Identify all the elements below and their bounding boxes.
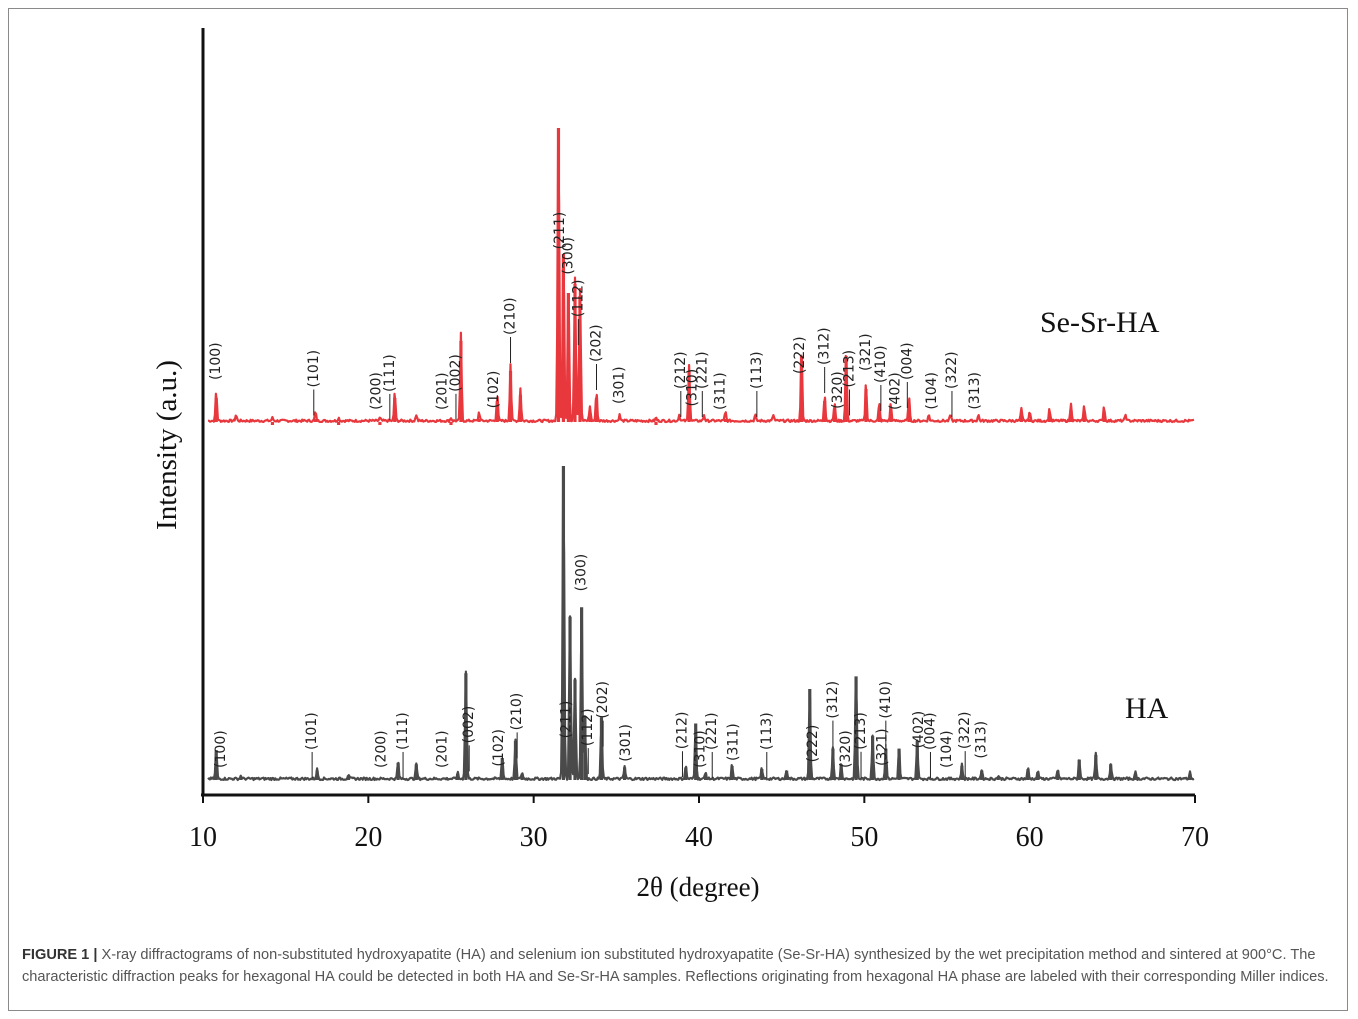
figure-frame <box>8 8 1348 1011</box>
se-sr-ha-miller-label: (312) <box>817 327 833 365</box>
ha-miller-label: (320) <box>838 730 854 768</box>
curves-layer <box>207 128 1195 782</box>
ha-miller-label: (301) <box>618 724 634 762</box>
x-tick-label: 20 <box>354 822 382 853</box>
se-sr-ha-miller-label: (112) <box>570 279 586 317</box>
se-sr-ha-miller-label: (222) <box>792 336 808 374</box>
se-sr-ha-miller-label: (111) <box>382 354 398 392</box>
se-sr-ha-miller-label: (221) <box>694 351 710 389</box>
se-sr-ha-miller-label: (100) <box>208 342 224 380</box>
se-sr-ha-miller-label: (410) <box>873 345 889 383</box>
ha-miller-label: (002) <box>461 706 477 744</box>
ha-miller-label: (100) <box>213 730 229 768</box>
xrd-chart: (100) (101)(200)(111) (201)(002) (102)(210)… <box>151 28 1209 902</box>
axes-layer <box>201 28 1195 797</box>
ha-miller-label: (202) <box>595 681 611 719</box>
se-sr-ha-miller-label: (321) <box>858 333 874 371</box>
ha-miller-label: (311) <box>726 723 742 761</box>
ha-miller-label: (201) <box>435 730 451 768</box>
leader-lines-layer <box>311 319 966 778</box>
ha-miller-label: (004) <box>922 712 938 750</box>
se-sr-ha-miller-label: (101) <box>306 350 322 388</box>
ha-miller-label: (212) <box>674 712 690 750</box>
caption-text: X-ray diffractograms of non-substituted … <box>22 947 1329 985</box>
ha-miller-label: (313) <box>974 721 990 759</box>
ha-miller-label: (111) <box>395 712 411 750</box>
miller-labels-layer: (100) (101)(200)(111) (201)(002) (102)(210)… <box>208 212 989 768</box>
ha-miller-label: (200) <box>374 730 390 768</box>
x-ticks-layer: 10 20 30 40 50 60 70 <box>189 795 1209 853</box>
x-tick-label: 10 <box>189 822 217 853</box>
se-sr-ha-miller-label: (210) <box>503 297 519 335</box>
caption-label: FIGURE 1 | <box>22 947 98 963</box>
se-sr-ha-miller-label: (300) <box>560 237 576 275</box>
se-sr-ha-miller-label: (212) <box>673 351 689 389</box>
ha-miller-label: (101) <box>304 712 320 750</box>
x-tick-label: 40 <box>685 822 713 853</box>
se-sr-ha-miller-label: (310) <box>684 369 700 407</box>
ha-miller-label: (112) <box>580 708 596 746</box>
se-sr-ha-miller-label: (104) <box>924 372 940 410</box>
se-sr-ha-miller-label: (200) <box>369 372 385 410</box>
se-sr-ha-miller-label: (004) <box>899 342 915 380</box>
series-label-se-sr-ha: Se-Sr-HA <box>1040 306 1160 339</box>
se-sr-ha-miller-label: (213) <box>841 350 857 388</box>
ha-miller-label: (210) <box>509 693 525 731</box>
ha-miller-label: (321) <box>875 728 891 766</box>
ha-trace <box>207 488 1195 782</box>
se-sr-ha-miller-label: (002) <box>448 354 464 392</box>
se-sr-ha-miller-label: (301) <box>612 366 628 404</box>
ha-miller-label: (322) <box>957 711 973 749</box>
se-sr-ha-miller-label: (402) <box>888 372 904 410</box>
se-sr-ha-miller-label: (102) <box>486 371 502 409</box>
se-sr-ha-miller-label: (320) <box>830 371 846 409</box>
ha-miller-label: (402) <box>911 711 927 749</box>
ha-miller-label: (221) <box>704 712 720 750</box>
ha-miller-label: (211) <box>559 701 575 739</box>
se-sr-ha-miller-label: (211) <box>552 212 568 250</box>
ha-miller-label: (104) <box>939 730 955 768</box>
x-tick-label: 70 <box>1181 822 1209 853</box>
ha-miller-label: (310) <box>693 730 709 768</box>
ha-miller-label: (213) <box>853 712 869 750</box>
se-sr-ha-miller-label: (201) <box>435 372 451 410</box>
x-tick-label: 60 <box>1016 822 1044 853</box>
ha-miller-label: (312) <box>825 681 841 719</box>
x-tick-label: 30 <box>520 822 548 853</box>
y-axis-label: Intensity (a.u.) <box>151 360 183 530</box>
ha-miller-label: (222) <box>805 725 821 763</box>
se-sr-ha-miller-label: (313) <box>967 372 983 410</box>
se-sr-ha-miller-label: (311) <box>712 372 728 410</box>
x-tick-label: 50 <box>850 822 878 853</box>
series-label-ha: HA <box>1125 692 1169 725</box>
ha-miller-label: (102) <box>491 729 507 767</box>
se-sr-ha-miller-label: (322) <box>944 351 960 389</box>
figure-caption: FIGURE 1 | X-ray diffractograms of non-s… <box>22 944 1342 988</box>
se-sr-ha-miller-label: (202) <box>588 324 604 362</box>
x-axis-label: 2θ (degree) <box>636 872 759 902</box>
ha-miller-label: (410) <box>878 681 894 719</box>
se-sr-ha-miller-label: (113) <box>749 351 765 389</box>
ha-miller-label: (113) <box>759 712 775 750</box>
ha-miller-label: (300) <box>574 554 590 592</box>
se-sr-ha-trace <box>207 144 1195 424</box>
